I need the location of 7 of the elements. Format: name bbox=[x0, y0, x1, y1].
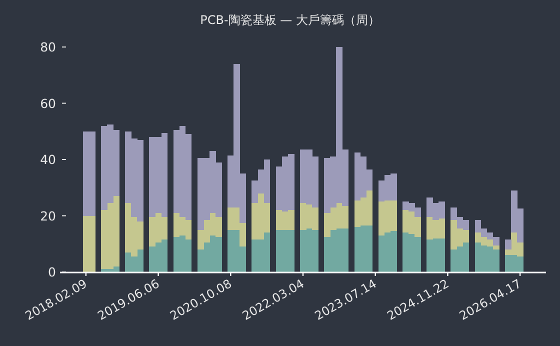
bar bbox=[505, 240, 512, 250]
y-tick-label: 60 bbox=[40, 96, 56, 111]
chart-title: PCB-陶瓷基板 — 大戶籌碼（周） bbox=[200, 13, 380, 27]
y-tick-label: 0 bbox=[48, 264, 56, 280]
y-tick-label: 20 bbox=[40, 208, 56, 224]
y-tick-label: 40 bbox=[40, 152, 56, 167]
y-tick-label: 80 bbox=[40, 40, 56, 54]
